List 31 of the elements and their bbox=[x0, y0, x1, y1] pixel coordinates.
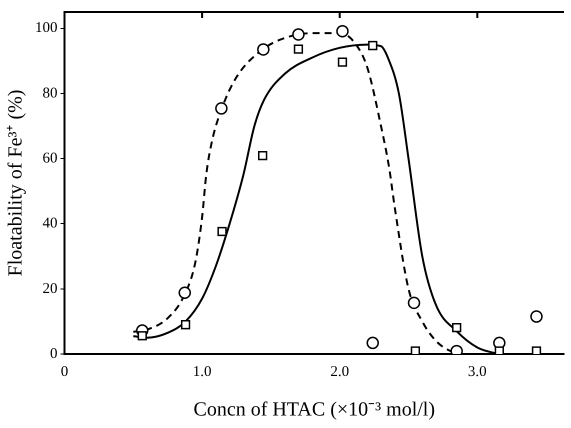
y-tick-label: 100 bbox=[35, 20, 58, 36]
point bbox=[217, 226, 227, 236]
y-tick-label: 80 bbox=[42, 85, 58, 102]
point bbox=[257, 43, 270, 56]
y-tick-label: 20 bbox=[42, 280, 58, 297]
point bbox=[338, 58, 348, 67]
point bbox=[532, 346, 542, 354]
point bbox=[178, 286, 192, 300]
point bbox=[452, 322, 462, 332]
point bbox=[408, 296, 420, 310]
point bbox=[336, 24, 349, 38]
y-tick-label: 40 bbox=[42, 216, 58, 232]
x-tick-label: 1.0 bbox=[192, 364, 212, 380]
point bbox=[258, 151, 268, 160]
point bbox=[368, 40, 378, 50]
point bbox=[366, 336, 379, 350]
y-tick-label: 60 bbox=[42, 150, 58, 167]
point bbox=[215, 102, 228, 115]
x-axis-title: Concn of HTAC (×10⁻³ mol/l) bbox=[193, 398, 436, 420]
point bbox=[410, 346, 420, 354]
point bbox=[530, 310, 543, 323]
point bbox=[294, 44, 304, 54]
point bbox=[138, 331, 147, 340]
y-axis-title: Floatability of Fe³⁺ (%) bbox=[4, 90, 26, 276]
point bbox=[494, 346, 504, 354]
x-tick-label: 3.0 bbox=[468, 364, 487, 380]
x-tick-label: 0 bbox=[60, 364, 68, 380]
x-tick-label: 2.0 bbox=[330, 364, 350, 380]
point bbox=[180, 320, 190, 330]
y-tick-label: 0 bbox=[50, 346, 58, 362]
point bbox=[292, 28, 305, 41]
